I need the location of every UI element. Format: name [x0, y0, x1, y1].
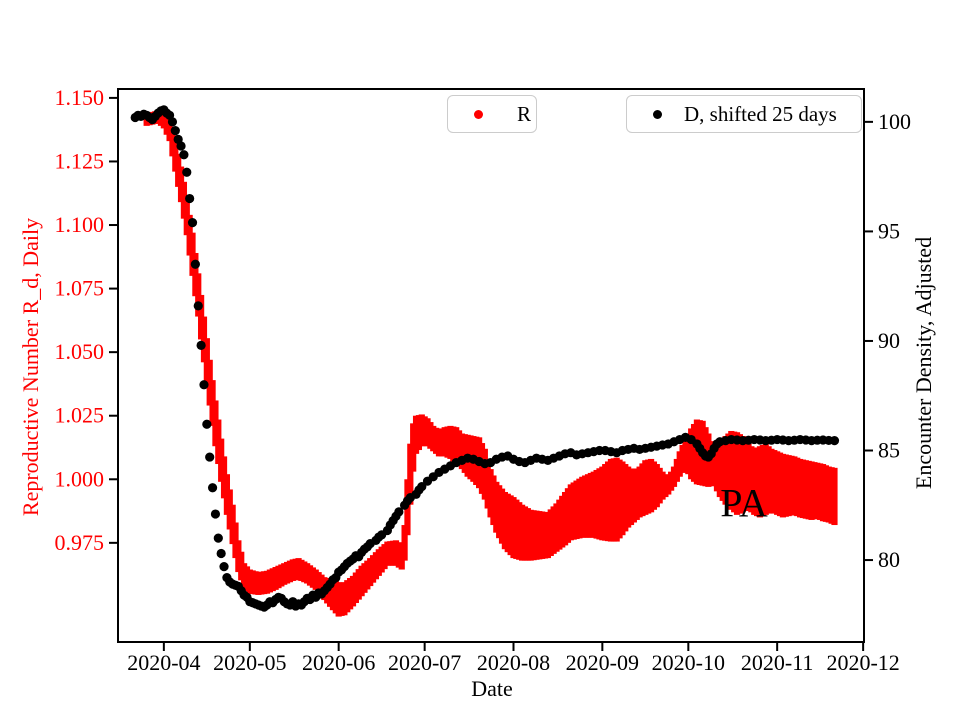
d-series-dot	[182, 167, 192, 177]
legend-marker-d-icon	[653, 109, 662, 119]
d-series-dot	[193, 301, 203, 311]
d-series-dot	[219, 562, 229, 572]
y-left-tick-label: 1.000	[55, 466, 105, 491]
d-series-dot	[417, 482, 427, 492]
y-left-tick-label: 1.075	[55, 276, 105, 301]
d-series-dot	[394, 507, 404, 517]
d-series-dot	[167, 117, 178, 127]
d-series-dot	[216, 548, 226, 559]
d-series-dot	[205, 452, 215, 462]
x-tick-label: 2020-08	[477, 650, 550, 675]
x-axis-label: Date	[471, 676, 513, 701]
y-right-tick-label: 85	[878, 438, 900, 463]
d-series-dot	[176, 141, 186, 151]
d-series-dot	[190, 259, 200, 269]
x-tick-label: 2020-12	[826, 650, 899, 675]
d-series-dot	[210, 509, 221, 519]
y-right-tick-label: 90	[878, 328, 900, 353]
r-band-bar	[407, 443, 414, 505]
x-tick-label: 2020-09	[566, 650, 639, 675]
y-left-tick-label: 1.050	[55, 339, 105, 364]
y-right-tick-label: 100	[878, 109, 911, 134]
legend-label-d: D, shifted 25 days	[684, 101, 837, 126]
legend-marker-r-icon	[474, 109, 483, 119]
plot-border	[117, 88, 865, 643]
pa-annotation: PA	[720, 480, 768, 526]
y-left-tick-label: 1.125	[55, 148, 105, 173]
right-axis-label: Encounter Density, Adjusted	[911, 236, 936, 490]
legend-box-d: D, shifted 25 days	[626, 95, 862, 133]
x-tick-label: 2020-06	[302, 650, 375, 675]
d-series-dot	[185, 193, 195, 204]
x-tick-label: 2020-10	[652, 650, 725, 675]
d-series-dot	[829, 436, 840, 446]
d-series-dot	[207, 483, 218, 493]
r-band-bar	[401, 525, 408, 561]
left-axis-label: Reproductive Number R_d, Daily	[18, 217, 43, 517]
d-series-dot	[196, 340, 206, 350]
d-series-dot	[199, 380, 209, 390]
x-tick-label: 2020-11	[741, 650, 814, 675]
d-series-dot	[170, 126, 180, 136]
y-right-tick-label: 80	[878, 547, 900, 572]
d-series-dot	[187, 218, 198, 228]
x-tick-label: 2020-04	[127, 650, 200, 675]
x-tick-label: 2020-05	[213, 650, 286, 675]
y-left-tick-label: 1.025	[55, 403, 105, 428]
d-series-dot	[213, 533, 223, 543]
y-left-tick-label: 1.150	[55, 85, 105, 110]
legend-label-r: R	[517, 101, 532, 126]
y-left-tick-label: 1.100	[55, 212, 105, 237]
legend-box-r: R	[447, 95, 537, 133]
y-right-tick-label: 95	[878, 218, 900, 243]
x-tick-label: 2020-07	[388, 650, 461, 675]
d-series-dot	[179, 150, 189, 160]
y-left-tick-label: 0.975	[55, 530, 105, 555]
d-series-dot	[202, 419, 212, 429]
r-band-bar	[831, 467, 838, 526]
